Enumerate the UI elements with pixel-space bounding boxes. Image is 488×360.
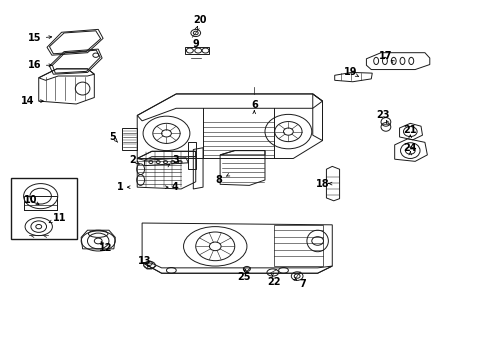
- Text: 19: 19: [344, 67, 357, 77]
- Text: 10: 10: [24, 195, 38, 205]
- Text: 7: 7: [299, 279, 306, 289]
- Text: 3: 3: [172, 155, 179, 165]
- Text: 8: 8: [215, 175, 222, 185]
- Text: 22: 22: [266, 277, 280, 287]
- Text: 16: 16: [28, 60, 41, 70]
- Text: 15: 15: [28, 33, 41, 43]
- Text: 12: 12: [99, 243, 112, 253]
- Bar: [184, 47, 209, 54]
- Text: 13: 13: [138, 256, 151, 266]
- Text: 6: 6: [250, 100, 257, 110]
- Text: 5: 5: [109, 132, 116, 142]
- Bar: [122, 128, 137, 149]
- Text: 24: 24: [403, 143, 416, 153]
- Bar: [23, 196, 57, 211]
- Text: 23: 23: [376, 111, 389, 121]
- Text: 14: 14: [20, 96, 34, 106]
- Text: 11: 11: [52, 213, 66, 222]
- Bar: [273, 225, 322, 266]
- Text: 21: 21: [403, 125, 416, 135]
- Bar: [11, 178, 77, 239]
- Text: 17: 17: [378, 51, 392, 61]
- Text: 25: 25: [237, 272, 251, 282]
- Text: 20: 20: [192, 15, 206, 26]
- Text: 18: 18: [315, 179, 328, 189]
- Text: 9: 9: [192, 39, 199, 49]
- Text: 2: 2: [129, 155, 136, 165]
- Text: 4: 4: [172, 182, 178, 192]
- Bar: [188, 142, 195, 169]
- Text: 1: 1: [117, 182, 123, 192]
